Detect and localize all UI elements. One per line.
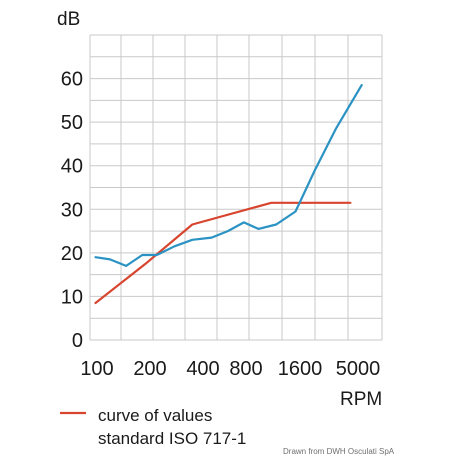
- x-tick-label: 1600: [278, 358, 323, 380]
- y-tick-label: 40: [61, 156, 83, 178]
- legend: curve of values standard ISO 717-1: [60, 406, 246, 448]
- y-tick-label: 50: [61, 112, 83, 134]
- x-tick-label: 400: [186, 358, 219, 380]
- grid: [89, 34, 383, 341]
- x-tick-label: 200: [133, 358, 166, 380]
- y-axis-title: dB: [57, 9, 80, 30]
- series-line-iso-717-1: [94, 201, 352, 305]
- y-tick-label: 30: [61, 199, 83, 221]
- y-tick-label: 60: [61, 69, 83, 91]
- x-tick-label: 5000: [336, 358, 381, 380]
- tick-labels: 0 10 20 30 40 50 60 100 200 400 800 1600 5000: [61, 69, 381, 380]
- x-tick-label: 100: [80, 358, 113, 380]
- x-tick-label: 800: [229, 358, 262, 380]
- series-layer: [94, 83, 363, 305]
- y-tick-label: 0: [72, 330, 83, 352]
- y-tick-label: 10: [61, 286, 83, 308]
- y-tick-label: 20: [61, 243, 83, 265]
- credit-text: Drawn from DWH Osculati SpA: [283, 447, 395, 456]
- legend-label-line2: standard ISO 717-1: [98, 429, 246, 448]
- series-line-measured: [94, 83, 363, 267]
- x-axis-title: RPM: [340, 389, 382, 410]
- legend-label-line1: curve of values: [98, 406, 212, 425]
